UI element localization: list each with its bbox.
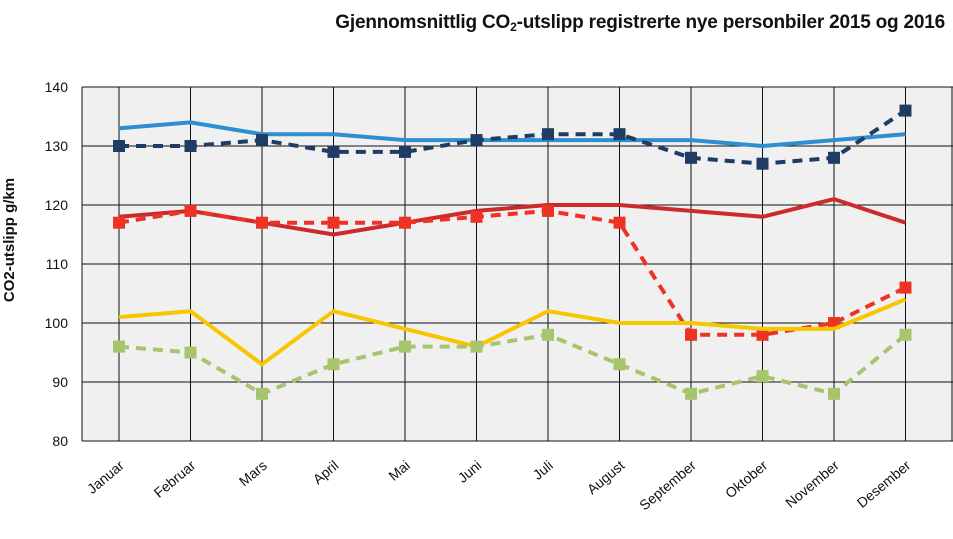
y-tick-label: 90 xyxy=(52,374,68,390)
x-tick-label: Juli xyxy=(530,457,556,483)
data-point-marker xyxy=(542,204,554,217)
data-point-marker xyxy=(899,281,912,294)
x-tick-label: Februar xyxy=(151,457,199,501)
data-point-marker xyxy=(613,216,626,229)
data-point-marker xyxy=(327,358,340,371)
series-line xyxy=(118,332,907,396)
x-tick-label: Desember xyxy=(854,457,914,511)
data-point-marker xyxy=(184,346,197,359)
series-group xyxy=(113,104,912,400)
data-point-marker xyxy=(256,134,268,147)
data-point-marker xyxy=(899,104,912,117)
data-point-marker xyxy=(113,216,125,229)
data-point-marker xyxy=(256,387,268,400)
x-tick-label: Oktober xyxy=(722,457,771,501)
data-point-marker xyxy=(542,328,554,341)
data-point-marker xyxy=(256,216,268,229)
data-point-marker xyxy=(685,328,697,341)
x-tick-label: August xyxy=(584,457,628,497)
data-point-marker xyxy=(470,210,483,223)
data-point-marker xyxy=(828,151,840,164)
y-tick-label: 80 xyxy=(52,433,68,449)
data-point-marker xyxy=(470,340,483,353)
y-axis-label: CO2-utslipp g/km xyxy=(1,178,18,302)
x-tick-label: Juni xyxy=(454,457,484,486)
series-line xyxy=(119,108,907,166)
data-point-marker xyxy=(899,328,912,341)
data-point-marker xyxy=(113,340,125,353)
y-tick-label: 130 xyxy=(45,138,69,154)
data-point-marker xyxy=(756,328,769,341)
data-point-marker xyxy=(542,128,554,141)
data-point-marker xyxy=(828,387,840,400)
series-line xyxy=(118,120,906,148)
x-tick-label: Mars xyxy=(236,457,270,489)
data-point-marker xyxy=(327,216,340,229)
y-tick-label: 100 xyxy=(45,315,69,331)
data-point-marker xyxy=(613,128,626,141)
data-point-marker xyxy=(470,134,483,147)
data-point-marker xyxy=(399,145,411,158)
data-point-marker xyxy=(756,370,769,383)
data-point-marker xyxy=(685,387,697,400)
y-tick-label: 110 xyxy=(46,256,69,272)
y-tick-labels: 80 90 100 110 120 130 140 xyxy=(45,79,69,449)
data-point-marker xyxy=(399,216,411,229)
x-tick-label: September xyxy=(636,457,699,513)
title-rest: -utslipp registrerte nye personbiler 201… xyxy=(516,12,946,33)
series-line xyxy=(118,297,907,367)
series-line xyxy=(118,197,907,237)
title-main: Gjennomsnittlig CO xyxy=(335,12,511,33)
x-tick-label: April xyxy=(310,457,342,487)
data-point-marker xyxy=(399,340,411,353)
data-point-marker xyxy=(113,140,125,152)
data-point-marker xyxy=(184,140,197,152)
x-tick-label: Mai xyxy=(385,457,413,484)
series-line xyxy=(118,208,907,337)
y-tick-label: 140 xyxy=(45,79,69,95)
chart-title: Gjennomsnittlig CO2-utslipp registrerte … xyxy=(335,12,945,34)
data-point-marker xyxy=(685,151,697,164)
y-tick-label: 120 xyxy=(45,197,69,213)
data-point-marker xyxy=(756,157,769,170)
data-point-marker xyxy=(184,204,197,217)
data-point-marker xyxy=(613,358,626,371)
data-point-marker xyxy=(327,145,340,158)
title-subscript: 2 xyxy=(510,20,517,34)
x-tick-labels: Januar Februar Mars April Mai Juni Juli August S… xyxy=(84,457,914,513)
x-tick-label: November xyxy=(782,457,842,511)
x-tick-label: Januar xyxy=(84,457,127,497)
